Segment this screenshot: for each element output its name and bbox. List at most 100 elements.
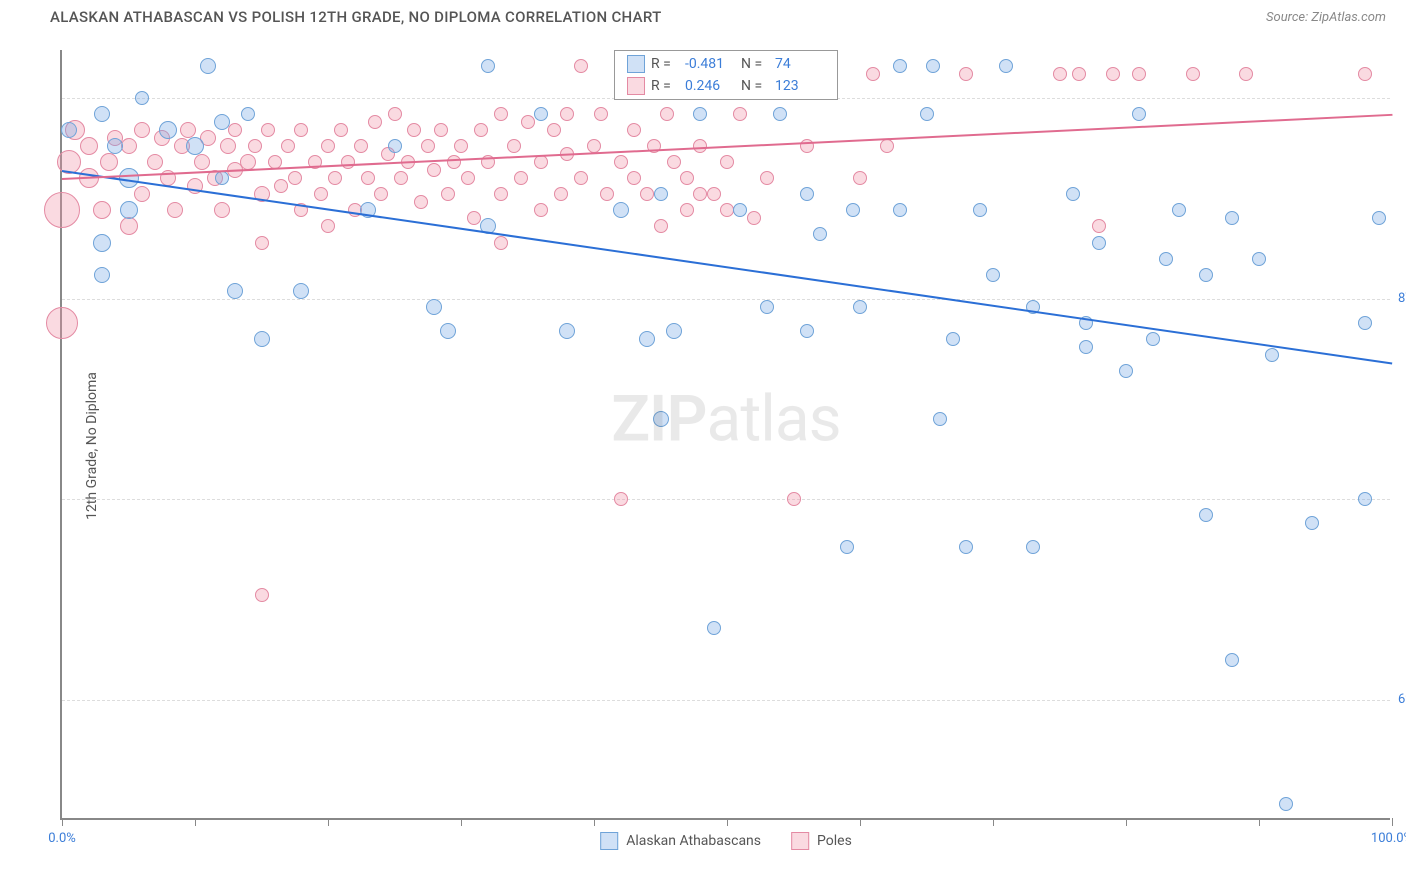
scatter-point	[440, 323, 456, 339]
scatter-point	[274, 179, 288, 193]
scatter-point	[200, 58, 216, 74]
scatter-point	[248, 139, 262, 153]
scatter-point	[547, 123, 561, 137]
scatter-point	[933, 412, 947, 426]
scatter-point	[866, 67, 880, 81]
legend-label-blue: Alaskan Athabascans	[626, 833, 761, 849]
r-label: R =	[651, 56, 679, 72]
scatter-point	[44, 192, 80, 228]
scatter-point	[1132, 107, 1146, 121]
scatter-point	[46, 307, 78, 339]
scatter-point	[1132, 67, 1146, 81]
watermark-rest: atlas	[707, 381, 841, 456]
scatter-point	[1265, 348, 1279, 362]
scatter-point	[426, 299, 442, 315]
scatter-point	[120, 217, 138, 235]
scatter-point	[707, 187, 721, 201]
scatter-point	[667, 155, 681, 169]
scatter-point	[1053, 67, 1067, 81]
legend-row-pink: R = 0.246 N = 123	[615, 75, 837, 97]
x-tick	[1126, 818, 1127, 826]
scatter-point	[693, 107, 707, 121]
scatter-point	[328, 171, 342, 185]
scatter-point	[600, 187, 614, 201]
scatter-point	[94, 106, 110, 122]
scatter-point	[627, 171, 641, 185]
x-tick	[1259, 818, 1260, 826]
scatter-point	[1066, 187, 1080, 201]
scatter-point	[293, 283, 309, 299]
scatter-point	[707, 621, 721, 635]
scatter-point	[321, 219, 335, 233]
scatter-point	[680, 171, 694, 185]
scatter-point	[241, 107, 255, 121]
scatter-point	[407, 123, 421, 137]
gridline	[62, 299, 1390, 300]
r-value-pink: 0.246	[685, 78, 735, 94]
scatter-point	[959, 540, 973, 554]
scatter-point	[846, 203, 860, 217]
scatter-point	[255, 588, 269, 602]
scatter-point	[1119, 364, 1133, 378]
scatter-point	[893, 203, 907, 217]
scatter-point	[800, 324, 814, 338]
swatch-blue	[627, 55, 645, 73]
scatter-point	[228, 123, 242, 137]
scatter-point	[388, 139, 402, 153]
x-tick	[1392, 818, 1393, 826]
scatter-point	[388, 107, 402, 121]
x-tick	[62, 818, 63, 826]
series-legend: Alaskan Athabascans Poles	[600, 832, 852, 850]
scatter-point	[159, 121, 177, 139]
scatter-point	[926, 59, 940, 73]
scatter-point	[1199, 268, 1213, 282]
swatch-pink	[791, 832, 809, 850]
scatter-point	[1372, 211, 1386, 225]
gridline	[62, 700, 1390, 701]
scatter-point	[134, 186, 150, 202]
scatter-point	[481, 59, 495, 73]
swatch-pink	[627, 77, 645, 95]
gridline	[62, 499, 1390, 500]
scatter-point	[627, 123, 641, 137]
n-label: N =	[741, 78, 769, 94]
scatter-point	[666, 323, 682, 339]
scatter-point	[93, 234, 111, 252]
scatter-point	[281, 139, 295, 153]
scatter-point	[1225, 653, 1239, 667]
scatter-point	[1026, 540, 1040, 554]
swatch-blue	[600, 832, 618, 850]
scatter-point	[507, 139, 521, 153]
scatter-chart: ZIPatlas R = -0.481 N = 74 R = 0.246 N =…	[60, 50, 1390, 820]
y-tick-label: 62.5%	[1398, 692, 1406, 707]
scatter-point	[374, 187, 388, 201]
scatter-point	[680, 203, 694, 217]
scatter-point	[61, 122, 77, 138]
scatter-point	[427, 163, 441, 177]
scatter-point	[893, 59, 907, 73]
legend-row-blue: R = -0.481 N = 74	[615, 53, 837, 75]
scatter-point	[494, 187, 508, 201]
scatter-point	[840, 540, 854, 554]
scatter-point	[1159, 252, 1173, 266]
scatter-point	[800, 187, 814, 201]
scatter-point	[654, 219, 668, 233]
scatter-point	[733, 107, 747, 121]
scatter-point	[920, 107, 934, 121]
scatter-point	[534, 203, 548, 217]
scatter-point	[447, 155, 461, 169]
scatter-point	[946, 332, 960, 346]
scatter-point	[560, 107, 574, 121]
scatter-point	[640, 187, 654, 201]
watermark: ZIPatlas	[611, 381, 840, 456]
scatter-point	[1072, 67, 1086, 81]
scatter-point	[255, 236, 269, 250]
scatter-point	[167, 202, 183, 218]
scatter-point	[414, 195, 428, 209]
source-label: Source: ZipAtlas.com	[1266, 10, 1386, 25]
scatter-point	[654, 187, 668, 201]
scatter-point	[554, 187, 568, 201]
scatter-point	[639, 331, 655, 347]
scatter-point	[1199, 508, 1213, 522]
scatter-point	[1225, 211, 1239, 225]
